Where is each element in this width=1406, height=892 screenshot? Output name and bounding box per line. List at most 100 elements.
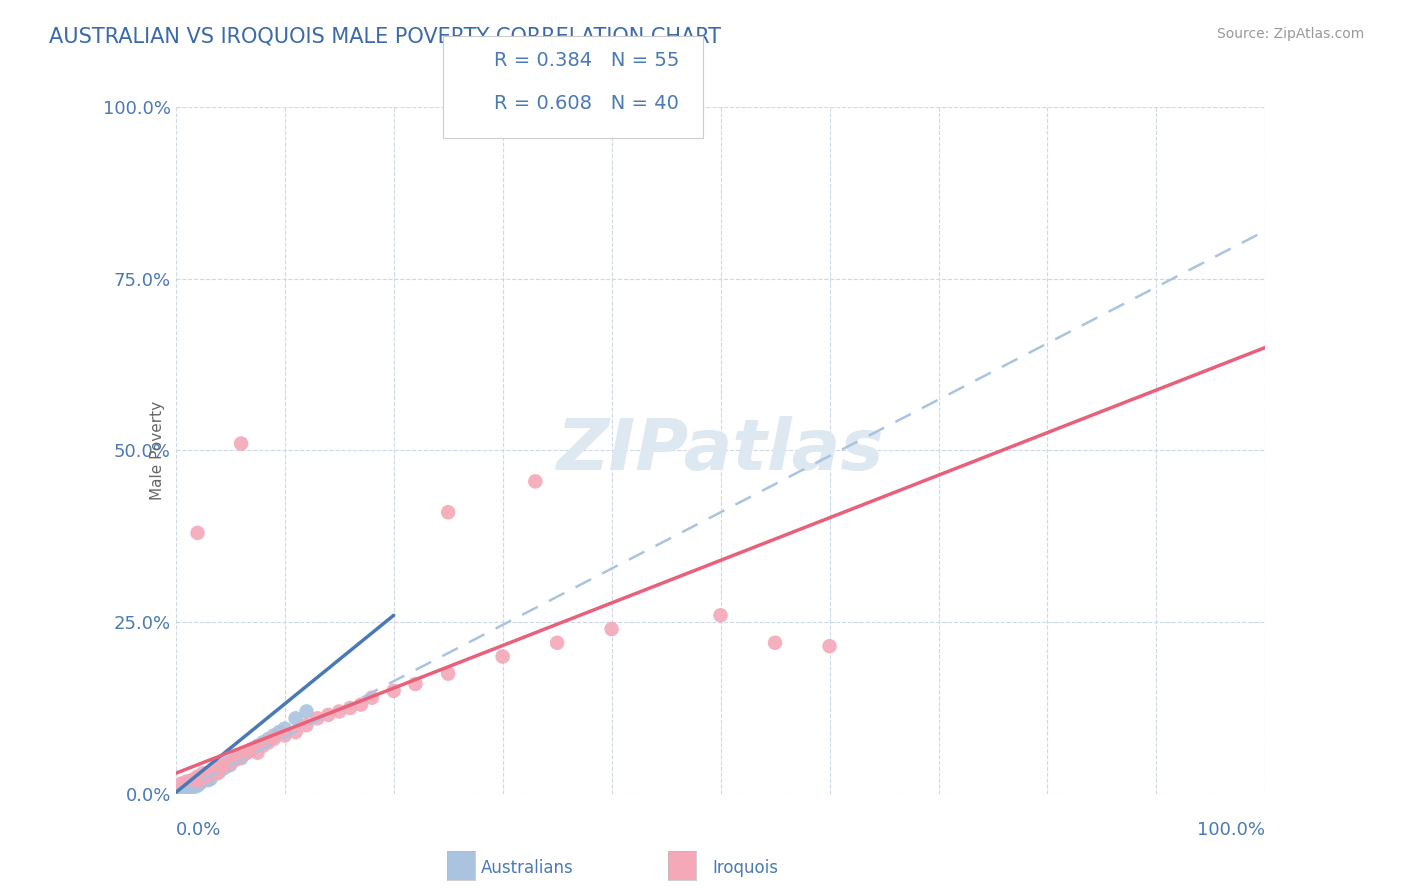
Point [350,698,373,712]
Point [172,781,194,796]
Point [186,776,208,790]
Point [263,731,285,746]
Point [191,774,214,789]
Point [181,774,204,789]
Point [181,773,204,788]
Text: R = 0.384   N = 55: R = 0.384 N = 55 [494,51,679,70]
Point [201,766,224,780]
Point [235,746,257,760]
Point [186,525,209,540]
Point [211,759,233,773]
Text: 100.0%: 100.0% [1198,822,1265,839]
Point [181,779,204,793]
Point [184,779,207,793]
Point [492,649,515,664]
Point [209,761,232,775]
Point [176,776,198,790]
Point [190,773,212,788]
Point [188,770,211,784]
Point [231,749,253,764]
Point [208,761,231,775]
Point [183,780,205,794]
Point [600,622,623,636]
Point [295,705,318,719]
Point [198,770,221,784]
Text: Australians: Australians [481,859,574,877]
Point [208,764,231,779]
Text: 0.0%: 0.0% [176,822,221,839]
Point [269,725,291,739]
Point [763,636,786,650]
Point [201,767,224,781]
Point [204,766,226,780]
Point [197,767,219,781]
Point [240,742,263,756]
Point [177,780,200,794]
Point [405,677,427,691]
Point [202,764,225,779]
Point [184,772,207,786]
Point [219,758,242,772]
Text: Source: ZipAtlas.com: Source: ZipAtlas.com [1216,27,1364,41]
Point [257,731,280,746]
Point [200,764,222,779]
Point [186,772,209,786]
Point [205,766,228,780]
Text: AUSTRALIAN VS IROQUOIS MALE POVERTY CORRELATION CHART: AUSTRALIAN VS IROQUOIS MALE POVERTY CORR… [49,27,721,46]
Point [231,751,253,765]
Y-axis label: Male Poverty: Male Poverty [149,401,165,500]
Point [318,707,340,722]
Point [524,475,547,489]
Point [307,711,329,725]
Point [228,749,250,764]
Point [235,746,257,760]
Point [191,766,214,780]
Point [274,729,297,743]
Point [200,772,222,786]
Text: R = 0.608   N = 40: R = 0.608 N = 40 [494,94,678,112]
Point [818,639,841,653]
Point [176,774,198,789]
Point [246,746,269,760]
Point [214,758,236,772]
Point [295,718,318,732]
Point [179,779,201,793]
Point [188,773,211,788]
Point [211,759,233,773]
Point [225,753,247,767]
Point [231,436,253,450]
Point [181,777,204,791]
Point [205,763,228,777]
Point [186,770,209,784]
Point [186,779,209,793]
Point [274,722,297,736]
Point [240,742,263,756]
Point [184,773,207,788]
Point [257,735,280,749]
Point [195,772,218,786]
Point [437,505,460,519]
Point [197,773,219,788]
Point [284,725,307,739]
Point [225,753,247,767]
Point [339,701,361,715]
Point [176,781,198,796]
Point [180,780,202,794]
Point [214,761,236,775]
Point [221,754,243,768]
Point [191,772,214,786]
Point [188,776,211,790]
Point [382,683,405,698]
Point [202,763,225,777]
Point [284,711,307,725]
Point [170,776,193,790]
Text: Iroquois: Iroquois [713,859,778,877]
Point [328,705,350,719]
Point [246,739,269,753]
Point [173,780,195,794]
Point [219,756,242,770]
Point [193,773,215,788]
Point [437,666,460,681]
Point [233,747,256,761]
Point [187,774,209,789]
